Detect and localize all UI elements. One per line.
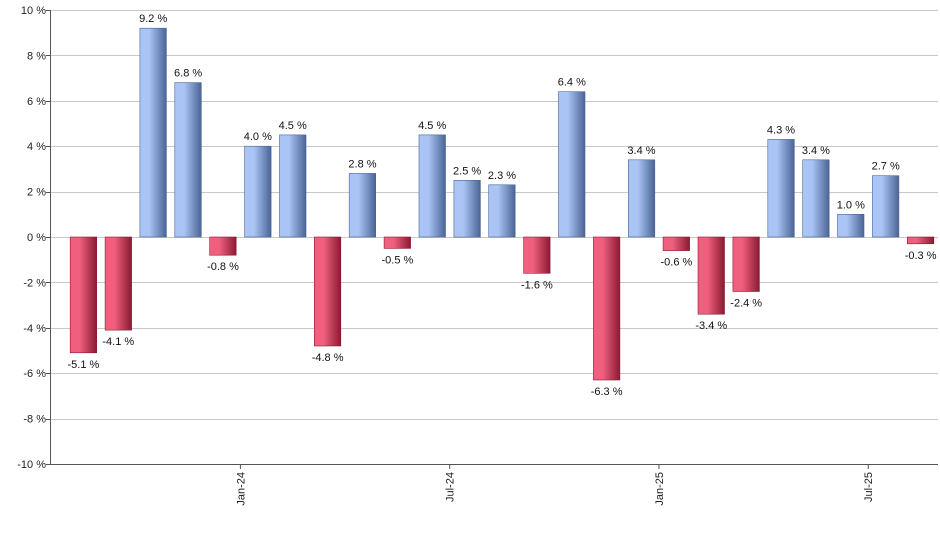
- data-label: 3.4 %: [802, 145, 830, 157]
- bar: [69, 236, 97, 354]
- bar: [104, 236, 132, 331]
- x-tick-label: Jul-25: [863, 472, 875, 502]
- y-tick-label: -6 %: [23, 368, 46, 380]
- x-tick-label: Jan-24: [235, 472, 247, 506]
- axes: [50, 10, 938, 465]
- bar: [279, 134, 307, 238]
- bar: [488, 184, 516, 238]
- y-tick-label: 2 %: [27, 187, 46, 199]
- data-label: 2.8 %: [348, 158, 376, 170]
- y-tick-label: 4 %: [27, 141, 46, 153]
- x-tick-label: Jan-25: [654, 472, 666, 506]
- bar: [209, 236, 237, 256]
- x-tick-label: Jul-24: [445, 472, 457, 502]
- data-label: -0.8 %: [207, 261, 239, 273]
- y-tick-label: 8 %: [27, 50, 46, 62]
- bars: [69, 27, 935, 381]
- data-label: 2.7 %: [872, 161, 900, 173]
- data-label: 9.2 %: [139, 13, 167, 25]
- data-label: -0.3 %: [905, 250, 937, 262]
- bar: [872, 175, 900, 238]
- bar: [697, 236, 725, 315]
- data-label: 6.4 %: [558, 77, 586, 89]
- data-label: -4.1 %: [102, 336, 134, 348]
- data-label: -2.4 %: [730, 298, 762, 310]
- bar: [313, 236, 342, 347]
- bar: [837, 214, 865, 238]
- data-label: 6.8 %: [174, 68, 202, 80]
- data-label: 4.5 %: [279, 120, 307, 132]
- data-label: -0.6 %: [661, 257, 693, 269]
- bar: [558, 91, 586, 238]
- data-label: 2.5 %: [453, 165, 481, 177]
- data-label: 4.5 %: [418, 120, 446, 132]
- bar: [348, 173, 377, 238]
- bar: [767, 139, 795, 238]
- y-tick-label: -2 %: [23, 277, 46, 289]
- bar: [523, 236, 551, 274]
- bar: [627, 159, 656, 238]
- data-label: -0.5 %: [382, 254, 414, 266]
- bar: [453, 180, 481, 238]
- y-tick-label: -8 %: [23, 414, 46, 426]
- y-tick-label: 0 %: [27, 232, 46, 244]
- bar: [418, 134, 446, 238]
- data-label: 1.0 %: [837, 199, 865, 211]
- data-label: 3.4 %: [627, 145, 655, 157]
- data-labels: -5.1 %-4.1 % 9.2 % 6.8 % -0.8 % 4.0 % 4.5 % -4…: [68, 13, 937, 398]
- bar: [906, 236, 935, 245]
- data-label: 4.0 %: [244, 131, 272, 143]
- bar: [662, 236, 690, 251]
- data-label: -4.8 %: [312, 352, 344, 364]
- bar: [593, 236, 621, 381]
- data-label: -6.3 %: [591, 386, 623, 398]
- y-tick-label: -4 %: [23, 323, 46, 335]
- data-label: 2.3 %: [488, 170, 516, 182]
- x-axis-ticks: Jan-24 Jul-24 Jan-25 Jul-25: [235, 464, 875, 506]
- y-tick-label: 6 %: [27, 96, 46, 108]
- y-tick-label: -10 %: [17, 459, 46, 471]
- bar: [802, 159, 830, 238]
- bar: [732, 236, 760, 292]
- bar: [244, 145, 272, 238]
- data-label: 4.3 %: [767, 124, 795, 136]
- bar: [383, 236, 411, 249]
- y-tick-label: 10 %: [21, 5, 46, 17]
- data-label: -5.1 %: [68, 359, 100, 371]
- data-label: -3.4 %: [695, 320, 727, 332]
- y-axis-ticks: 10 % 8 % 6 % 4 % 2 % 0 % -2 % -4 % -6 % -8 % -10 %: [17, 5, 46, 471]
- bar: [174, 82, 202, 238]
- data-label: -1.6 %: [521, 279, 553, 291]
- bar: [139, 27, 167, 238]
